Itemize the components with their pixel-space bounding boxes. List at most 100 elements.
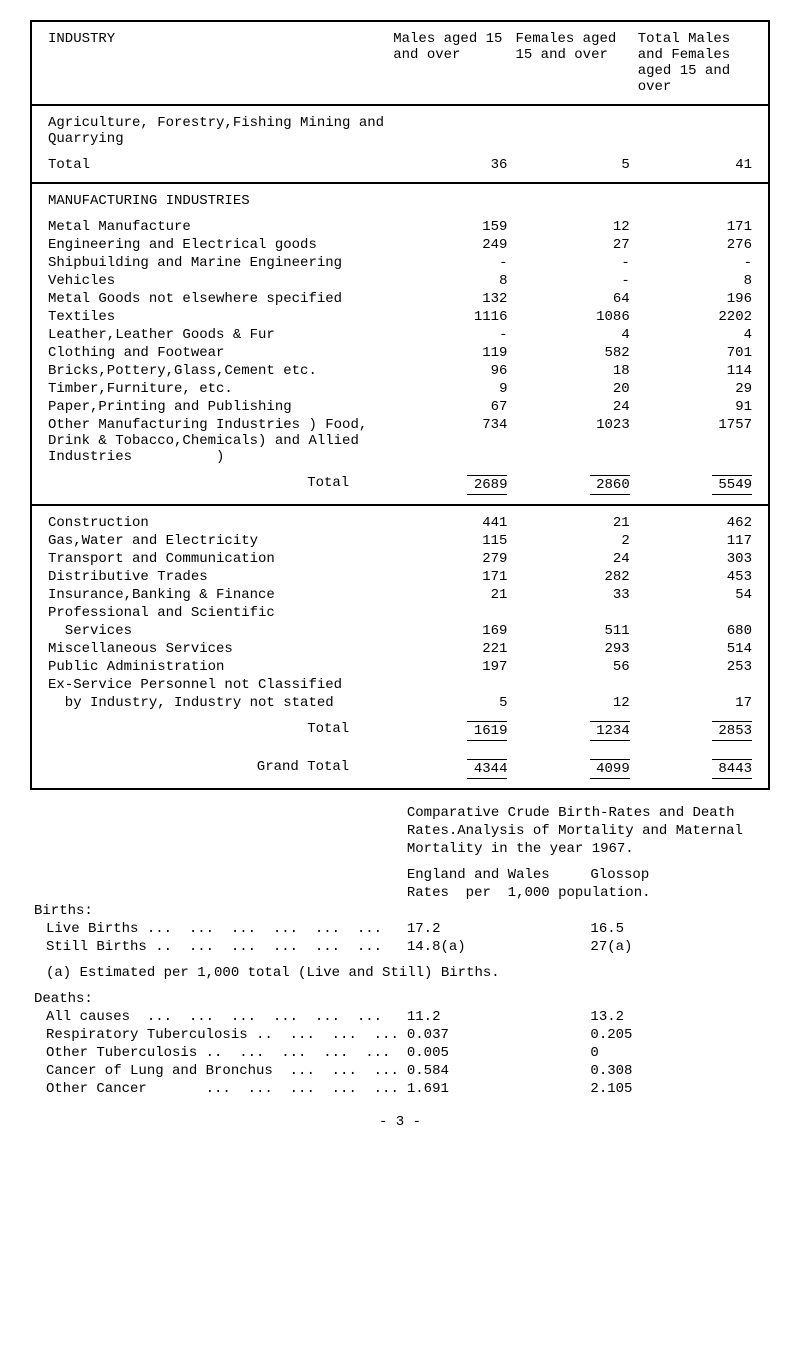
section-agriculture: Agriculture, Forestry,Fishing Mining and… [32,106,768,184]
table-row: Vehicles8-8 [44,272,756,290]
row-f: 56 [511,658,633,676]
row-label: Total [44,156,389,174]
row-f: 293 [511,640,633,658]
table-row: Leather,Leather Goods & Fur-44 [44,326,756,344]
row-f: - [511,272,633,290]
row-england: 0.005 [403,1044,587,1062]
table-row: Textiles111610862202 [44,308,756,326]
row-t: 54 [634,586,756,604]
row-t: 462 [634,514,756,532]
total-label: Total [44,474,389,496]
row-m: 159 [389,218,511,236]
row-f [511,604,633,622]
row-t: 701 [634,344,756,362]
row-glossop: 0.308 [586,1062,770,1080]
table-row: Respiratory Tuberculosis .. ... ... ... … [30,1026,770,1044]
total-row: Total 2689 2860 5549 [44,474,756,496]
table-row: Agriculture, Forestry,Fishing Mining and… [44,114,756,148]
row-m: 734 [389,416,511,466]
row-england: 1.691 [403,1080,587,1098]
row-glossop: 0.205 [586,1026,770,1044]
row-f: 5 [511,156,633,174]
row-m: 1116 [389,308,511,326]
row-m: 8 [389,272,511,290]
table-row: Gas,Water and Electricity1152117 [44,532,756,550]
row-label: Leather,Leather Goods & Fur [44,326,389,344]
table-row: Miscellaneous Services221293514 [44,640,756,658]
row-t: 4 [634,326,756,344]
comparative-title-2: Rates.Analysis of Mortality and Maternal [403,822,770,840]
row-f: 20 [511,380,633,398]
row-f: 1023 [511,416,633,466]
table-row: Still Births .. ... ... ... ... ... 14.8… [30,938,770,956]
section-services: Construction44121462 Gas,Water and Elect… [32,506,768,788]
row-t [634,676,756,694]
row-f: 511 [511,622,633,640]
row-label: Ex-Service Personnel not Classified [44,676,389,694]
table-row: Transport and Communication27924303 [44,550,756,568]
row-t: 1757 [634,416,756,466]
row-label: Live Births ... ... ... ... ... ... [30,920,403,938]
table-row: Other Manufacturing Industries ) Food, D… [44,416,756,466]
comparative-section: Comparative Crude Birth-Rates and Death … [30,790,770,1098]
row-m: 221 [389,640,511,658]
row-f: 24 [511,550,633,568]
row-m: 115 [389,532,511,550]
row-f: 4 [511,326,633,344]
row-m: 132 [389,290,511,308]
total-f: 2860 [590,475,630,495]
row-england: 17.2 [403,920,587,938]
row-glossop: 16.5 [586,920,770,938]
row-t: 117 [634,532,756,550]
row-f [511,114,633,148]
row-t: 303 [634,550,756,568]
births-header: Births: [30,902,770,920]
row-t: 253 [634,658,756,676]
row-f: 64 [511,290,633,308]
rates-per: Rates per 1,000 population. [403,884,770,902]
total-row: Total 1619 1234 2853 [44,720,756,742]
total-m: 2689 [467,475,507,495]
header-males: Males aged 15 and over [389,30,511,96]
grand-m: 4344 [467,759,507,779]
comparative-title-1: Comparative Crude Birth-Rates and Death [403,804,770,822]
deaths-header: Deaths: [30,990,770,1008]
row-m [389,604,511,622]
row-f: 1086 [511,308,633,326]
row-m: 441 [389,514,511,532]
table-row: Metal Manufacture15912171 [44,218,756,236]
grand-t: 8443 [712,759,752,779]
row-label: Gas,Water and Electricity [44,532,389,550]
row-t [634,114,756,148]
row-label: Shipbuilding and Marine Engineering [44,254,389,272]
row-f: 18 [511,362,633,380]
row-m: 169 [389,622,511,640]
row-m: 21 [389,586,511,604]
table-row: Cancer of Lung and Bronchus ... ... ... … [30,1062,770,1080]
row-m [389,114,511,148]
row-f: 27 [511,236,633,254]
row-label: Timber,Furniture, etc. [44,380,389,398]
row-glossop: 13.2 [586,1008,770,1026]
row-label: Bricks,Pottery,Glass,Cement etc. [44,362,389,380]
row-t: 276 [634,236,756,254]
row-label: Cancer of Lung and Bronchus ... ... ... [30,1062,403,1080]
row-label: Metal Goods not elsewhere specified [44,290,389,308]
table-row: Professional and Scientific [44,604,756,622]
total-f: 1234 [590,721,630,741]
row-m: 36 [389,156,511,174]
table-row: Construction44121462 [44,514,756,532]
table-row: Public Administration19756253 [44,658,756,676]
row-label: Still Births .. ... ... ... ... ... [30,938,403,956]
row-label: Engineering and Electrical goods [44,236,389,254]
row-label: by Industry, Industry not stated [44,694,389,712]
row-m [389,676,511,694]
row-t: 91 [634,398,756,416]
table-row: Ex-Service Personnel not Classified [44,676,756,694]
row-f [511,676,633,694]
header-industry: INDUSTRY [44,30,389,96]
table-row: Metal Goods not elsewhere specified13264… [44,290,756,308]
row-m: 197 [389,658,511,676]
row-label: Miscellaneous Services [44,640,389,658]
row-f: 12 [511,694,633,712]
